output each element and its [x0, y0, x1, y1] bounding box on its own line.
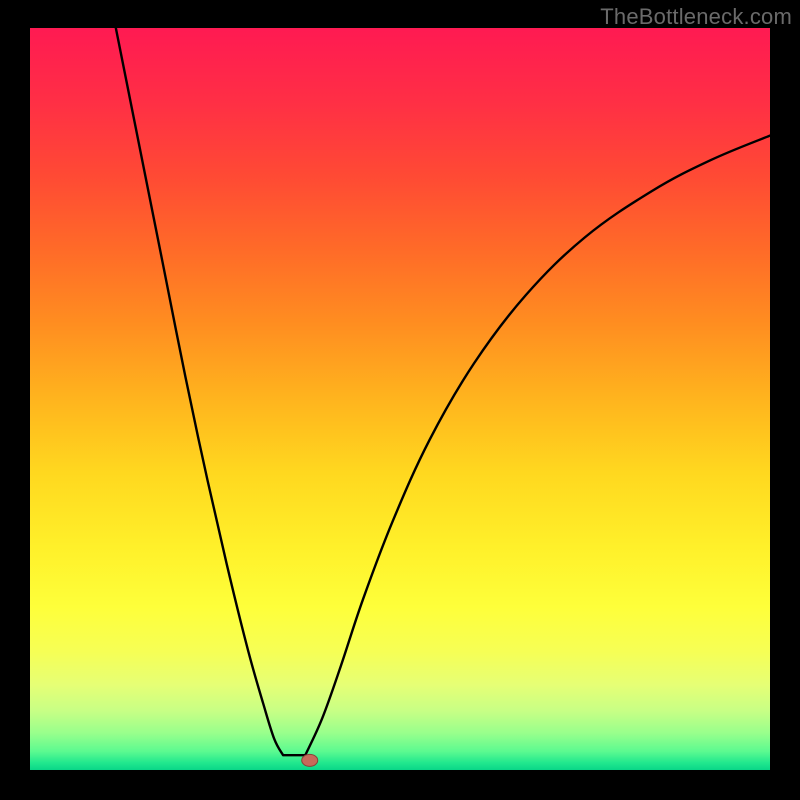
- minimum-marker: [302, 754, 318, 766]
- chart-area: [30, 28, 770, 770]
- watermark-text: TheBottleneck.com: [600, 4, 792, 30]
- curve-layer: [30, 28, 770, 770]
- bottleneck-curve: [116, 28, 770, 755]
